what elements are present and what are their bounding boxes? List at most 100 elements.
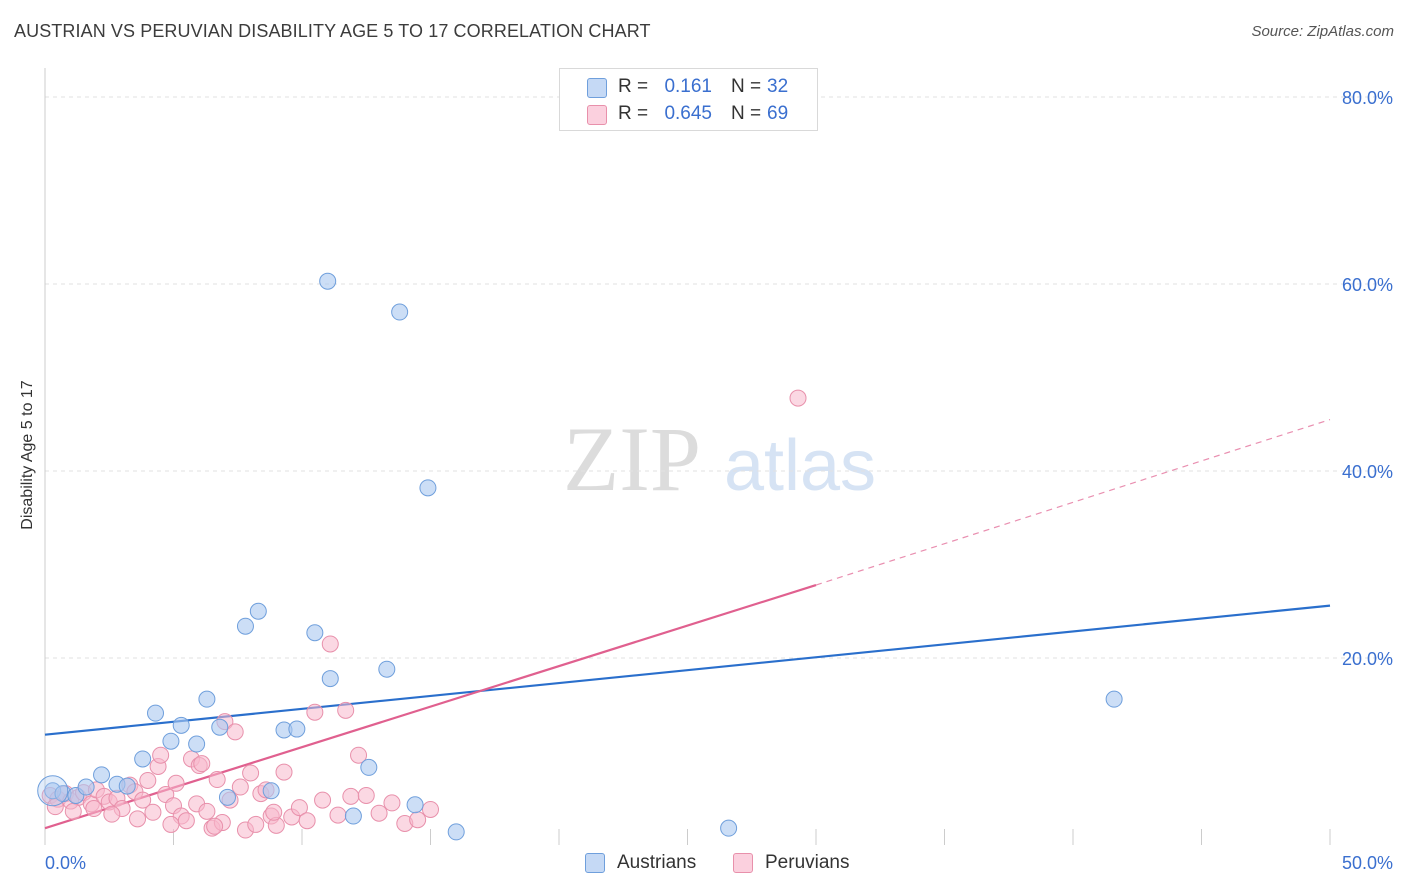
austrian-point [306, 624, 324, 642]
austrian-point [344, 807, 362, 825]
austrian-point [188, 735, 206, 753]
peruvian-point [226, 723, 244, 741]
peruvian-point [314, 791, 332, 809]
legend-r-value: 0.161 [664, 76, 712, 97]
austrian-point [249, 602, 267, 620]
points-layer [37, 272, 1123, 841]
peruvian-point [103, 805, 121, 823]
peruvian-point [167, 774, 185, 792]
austrian-point [162, 732, 180, 750]
austrian-point [172, 716, 190, 734]
austrian-point [1105, 690, 1123, 708]
austrian-point [262, 782, 280, 800]
peruvian-point [193, 755, 211, 773]
austrians-trend-line [44, 604, 1331, 736]
peruvians-trend-extension [815, 419, 1331, 586]
austrian-point [211, 718, 229, 736]
peruvian-point [422, 800, 439, 818]
x-tick-label-max: 50.0% [1342, 853, 1393, 873]
legend-n-value: 69 [767, 103, 789, 124]
peruvian-point [177, 812, 195, 830]
watermark: ZIP atlas [563, 408, 876, 510]
peruvian-point [789, 389, 807, 407]
austrian-point [391, 303, 409, 321]
peruvians-legend-swatch [733, 853, 753, 873]
peruvian-point [129, 810, 147, 828]
peruvian-point [247, 815, 265, 833]
peruvian-point [290, 799, 308, 817]
legend-label-peruvians: Peruvians [765, 852, 850, 873]
peruvian-point [231, 778, 249, 796]
peruvian-point [306, 703, 324, 721]
peruvian-point [85, 800, 103, 818]
peruvian-point [198, 802, 216, 820]
peruvian-point [144, 803, 162, 821]
legend-label-austrians: Austrians [617, 852, 697, 873]
peruvian-point [357, 786, 375, 804]
y-tick-label: 20.0% [1342, 649, 1393, 669]
axes-layer [44, 68, 1331, 845]
peruvian-point [64, 802, 82, 820]
austrians-swatch [587, 78, 607, 98]
legend-r-value: 0.645 [664, 103, 712, 124]
peruvian-point [337, 701, 355, 719]
peruvian-point [370, 804, 388, 822]
peruvian-point [206, 817, 224, 835]
watermark-zip: ZIP [563, 408, 701, 510]
peruvian-point [162, 815, 180, 833]
austrian-point [720, 819, 738, 837]
austrian-point [319, 272, 337, 290]
austrian-point [77, 778, 95, 796]
x-tick-label-min: 0.0% [45, 853, 86, 873]
austrian-point [218, 788, 236, 806]
peruvian-point [134, 791, 152, 809]
legend-row-austrians: R = 0.161 N = 32 [560, 74, 817, 100]
y-axis-label: Disability Age 5 to 17 [19, 380, 36, 530]
austrian-point [447, 823, 465, 841]
austrian-point [378, 660, 396, 678]
peruvian-point [265, 803, 283, 821]
y-tick-label: 60.0% [1342, 275, 1393, 295]
austrian-point [360, 758, 378, 776]
peruvian-point [152, 746, 170, 764]
peruvian-point [139, 771, 157, 789]
austrian-point [419, 479, 437, 497]
peruvian-point [350, 746, 368, 764]
peruvian-point [321, 635, 339, 653]
source-label: Source: ZipAtlas.com [1251, 23, 1394, 40]
y-tick-label: 80.0% [1342, 88, 1393, 108]
grid-layer [45, 96, 1392, 659]
austrian-point [134, 750, 152, 768]
peruvian-point [383, 794, 401, 812]
peruvian-point [342, 787, 360, 805]
peruvian-point [242, 764, 260, 782]
chart-title: AUSTRIAN VS PERUVIAN DISABILITY AGE 5 TO… [14, 21, 651, 41]
peruvians-swatch [587, 105, 607, 125]
austrian-point [93, 766, 111, 784]
legend-row-peruvians: R = 0.645 N = 69 [560, 101, 817, 127]
austrians-legend-swatch [585, 853, 605, 873]
austrian-point [236, 617, 254, 635]
austrian-point [147, 704, 165, 722]
austrian-cluster-point [37, 775, 69, 807]
y-tick-label: 40.0% [1342, 462, 1393, 482]
austrian-point [198, 690, 216, 708]
watermark-atlas: atlas [724, 426, 876, 506]
austrian-point [288, 720, 306, 738]
legend-n-label: N = [731, 103, 762, 124]
labels-layer: 20.0% 40.0% 60.0% 80.0% 0.0% 50.0% [45, 88, 1393, 873]
legend-r-label: R = [618, 76, 649, 97]
legend-n-label: N = [731, 76, 762, 97]
peruvian-point [208, 771, 226, 789]
legend-r-label: R = [618, 103, 649, 124]
peruvian-point [329, 806, 347, 824]
peruvian-point [298, 812, 316, 830]
legend-n-value: 32 [767, 76, 789, 97]
peruvian-point [409, 811, 427, 829]
austrian-point [118, 777, 136, 795]
legend-stats: R = 0.161 N = 32 R = 0.645 N = 69 [559, 68, 818, 131]
peruvian-point [275, 763, 293, 781]
austrian-point [406, 796, 424, 814]
austrian-point [321, 670, 339, 688]
